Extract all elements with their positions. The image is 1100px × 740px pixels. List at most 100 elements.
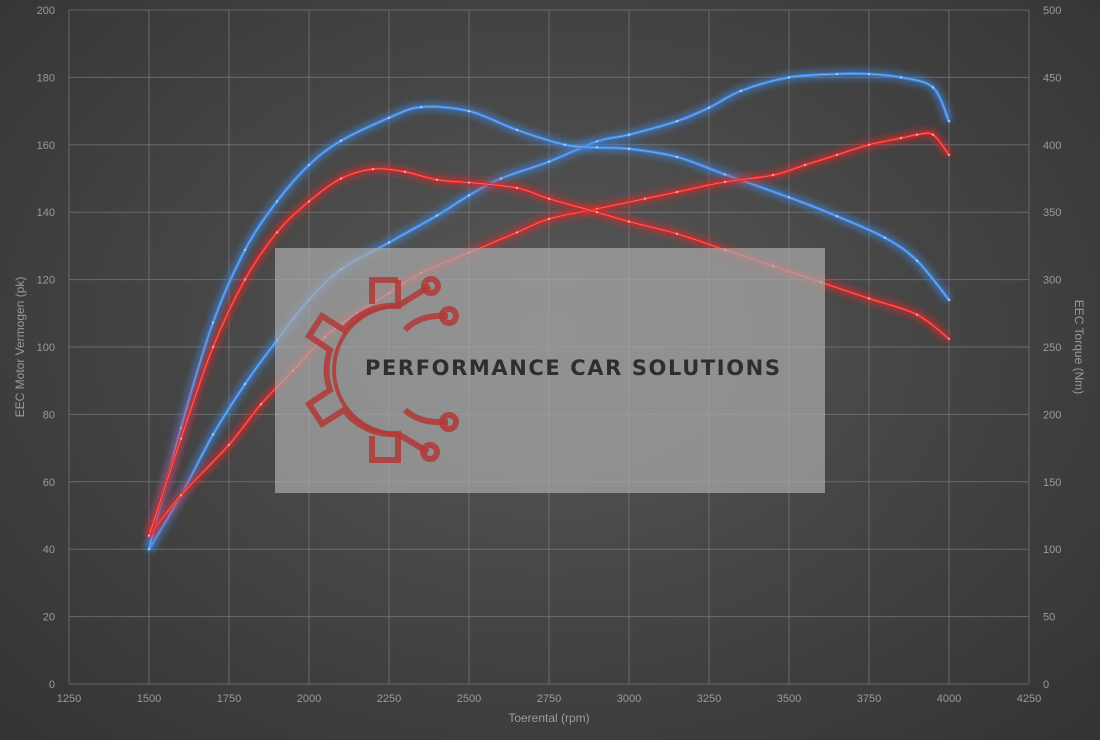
data-point: [803, 163, 807, 167]
data-point: [739, 89, 743, 93]
data-point: [627, 147, 631, 151]
y-left-tick-label: 20: [43, 612, 55, 624]
data-point: [723, 180, 727, 184]
axis-ticks: 1250 1500 1750 2000 2250 2500 2750 3000 3250 3500…: [37, 5, 1062, 705]
data-point: [947, 153, 951, 157]
y-left-tick-label: 120: [37, 275, 55, 287]
data-point: [371, 167, 375, 171]
y-left-tick-label: 60: [43, 477, 55, 489]
data-point: [179, 437, 183, 440]
data-point: [675, 120, 679, 123]
y-left-tick-label: 40: [43, 544, 55, 556]
y-right-tick-label: 0: [1043, 679, 1049, 691]
data-point: [883, 236, 887, 240]
data-point: [675, 190, 679, 194]
data-point: [419, 105, 423, 109]
data-point: [387, 116, 391, 120]
x-tick-label: 1250: [57, 693, 81, 705]
data-point: [547, 217, 551, 221]
x-tick-label: 2000: [297, 693, 321, 705]
data-point: [867, 297, 871, 300]
data-point: [675, 232, 679, 235]
x-axis-title: Toerental (rpm): [508, 711, 589, 725]
series-right-blue: [144, 102, 953, 551]
x-tick-label: 3000: [617, 693, 641, 705]
data-point: [947, 298, 951, 302]
y-left-tick-label: 160: [37, 140, 55, 152]
data-point: [947, 120, 951, 123]
data-point: [211, 321, 215, 324]
data-point: [243, 278, 247, 281]
data-point: [147, 548, 151, 551]
data-point: [899, 136, 903, 140]
y-right-tick-label: 150: [1043, 477, 1061, 489]
data-point: [627, 133, 631, 136]
y-right-tick-label: 200: [1043, 409, 1061, 421]
data-point: [227, 443, 231, 446]
data-point: [467, 181, 471, 184]
x-tick-label: 2500: [457, 693, 481, 705]
y-right-tick-label: 250: [1043, 342, 1061, 354]
data-point: [771, 173, 775, 177]
data-point: [595, 211, 599, 214]
data-point: [947, 337, 951, 341]
data-point: [179, 494, 183, 497]
y-left-tick-label: 80: [43, 409, 55, 421]
data-point: [339, 177, 343, 180]
y-right-tick-label: 400: [1043, 140, 1061, 152]
series-line: [147, 105, 951, 551]
data-point: [515, 231, 519, 234]
data-point: [723, 173, 727, 176]
data-point: [563, 143, 567, 146]
data-point: [931, 86, 935, 89]
data-point: [515, 128, 519, 132]
data-point: [899, 76, 903, 79]
data-point: [547, 197, 551, 200]
data-point: [467, 109, 471, 113]
y-right-tick-label: 350: [1043, 207, 1061, 219]
data-point: [835, 72, 839, 76]
data-point: [387, 241, 391, 244]
series-left-blue: [145, 69, 954, 552]
data-point: [243, 248, 247, 252]
data-point: [547, 160, 551, 163]
data-point: [499, 177, 503, 180]
data-point: [915, 133, 919, 136]
data-point: [467, 194, 471, 197]
y-left-tick-label: 180: [37, 72, 55, 84]
data-point: [211, 433, 215, 436]
watermark-panel: [275, 248, 825, 493]
watermark: PERFORMANCE CAR SOLUTIONS: [275, 248, 825, 493]
data-point: [627, 220, 631, 223]
y-left-tick-label: 140: [37, 207, 55, 219]
data-point: [435, 214, 439, 217]
x-tick-label: 3250: [697, 693, 721, 705]
x-tick-label: 3500: [777, 693, 801, 705]
data-point: [915, 259, 919, 262]
data-point: [915, 313, 919, 316]
x-tick-label: 2750: [537, 693, 561, 705]
data-point: [403, 170, 407, 173]
data-point: [787, 196, 791, 199]
data-point: [835, 153, 839, 157]
x-tick-label: 3750: [857, 693, 881, 705]
x-tick-label: 2250: [377, 693, 401, 705]
x-tick-label: 4250: [1017, 693, 1041, 705]
data-point: [307, 163, 311, 167]
data-point: [931, 133, 935, 136]
data-point: [275, 200, 279, 203]
data-point: [643, 197, 647, 200]
watermark-text: PERFORMANCE CAR SOLUTIONS: [365, 356, 782, 380]
y-left-tick-label: 0: [49, 679, 55, 691]
data-point: [835, 215, 839, 218]
y-right-tick-label: 500: [1043, 5, 1061, 17]
data-point: [435, 178, 439, 182]
y-left-tick-label: 200: [37, 5, 55, 17]
data-point: [675, 155, 679, 159]
data-point: [515, 186, 519, 190]
data-point: [275, 231, 279, 234]
series-highlight: [148, 106, 950, 550]
x-tick-label: 4000: [937, 693, 961, 705]
y-right-tick-label: 450: [1043, 72, 1061, 84]
